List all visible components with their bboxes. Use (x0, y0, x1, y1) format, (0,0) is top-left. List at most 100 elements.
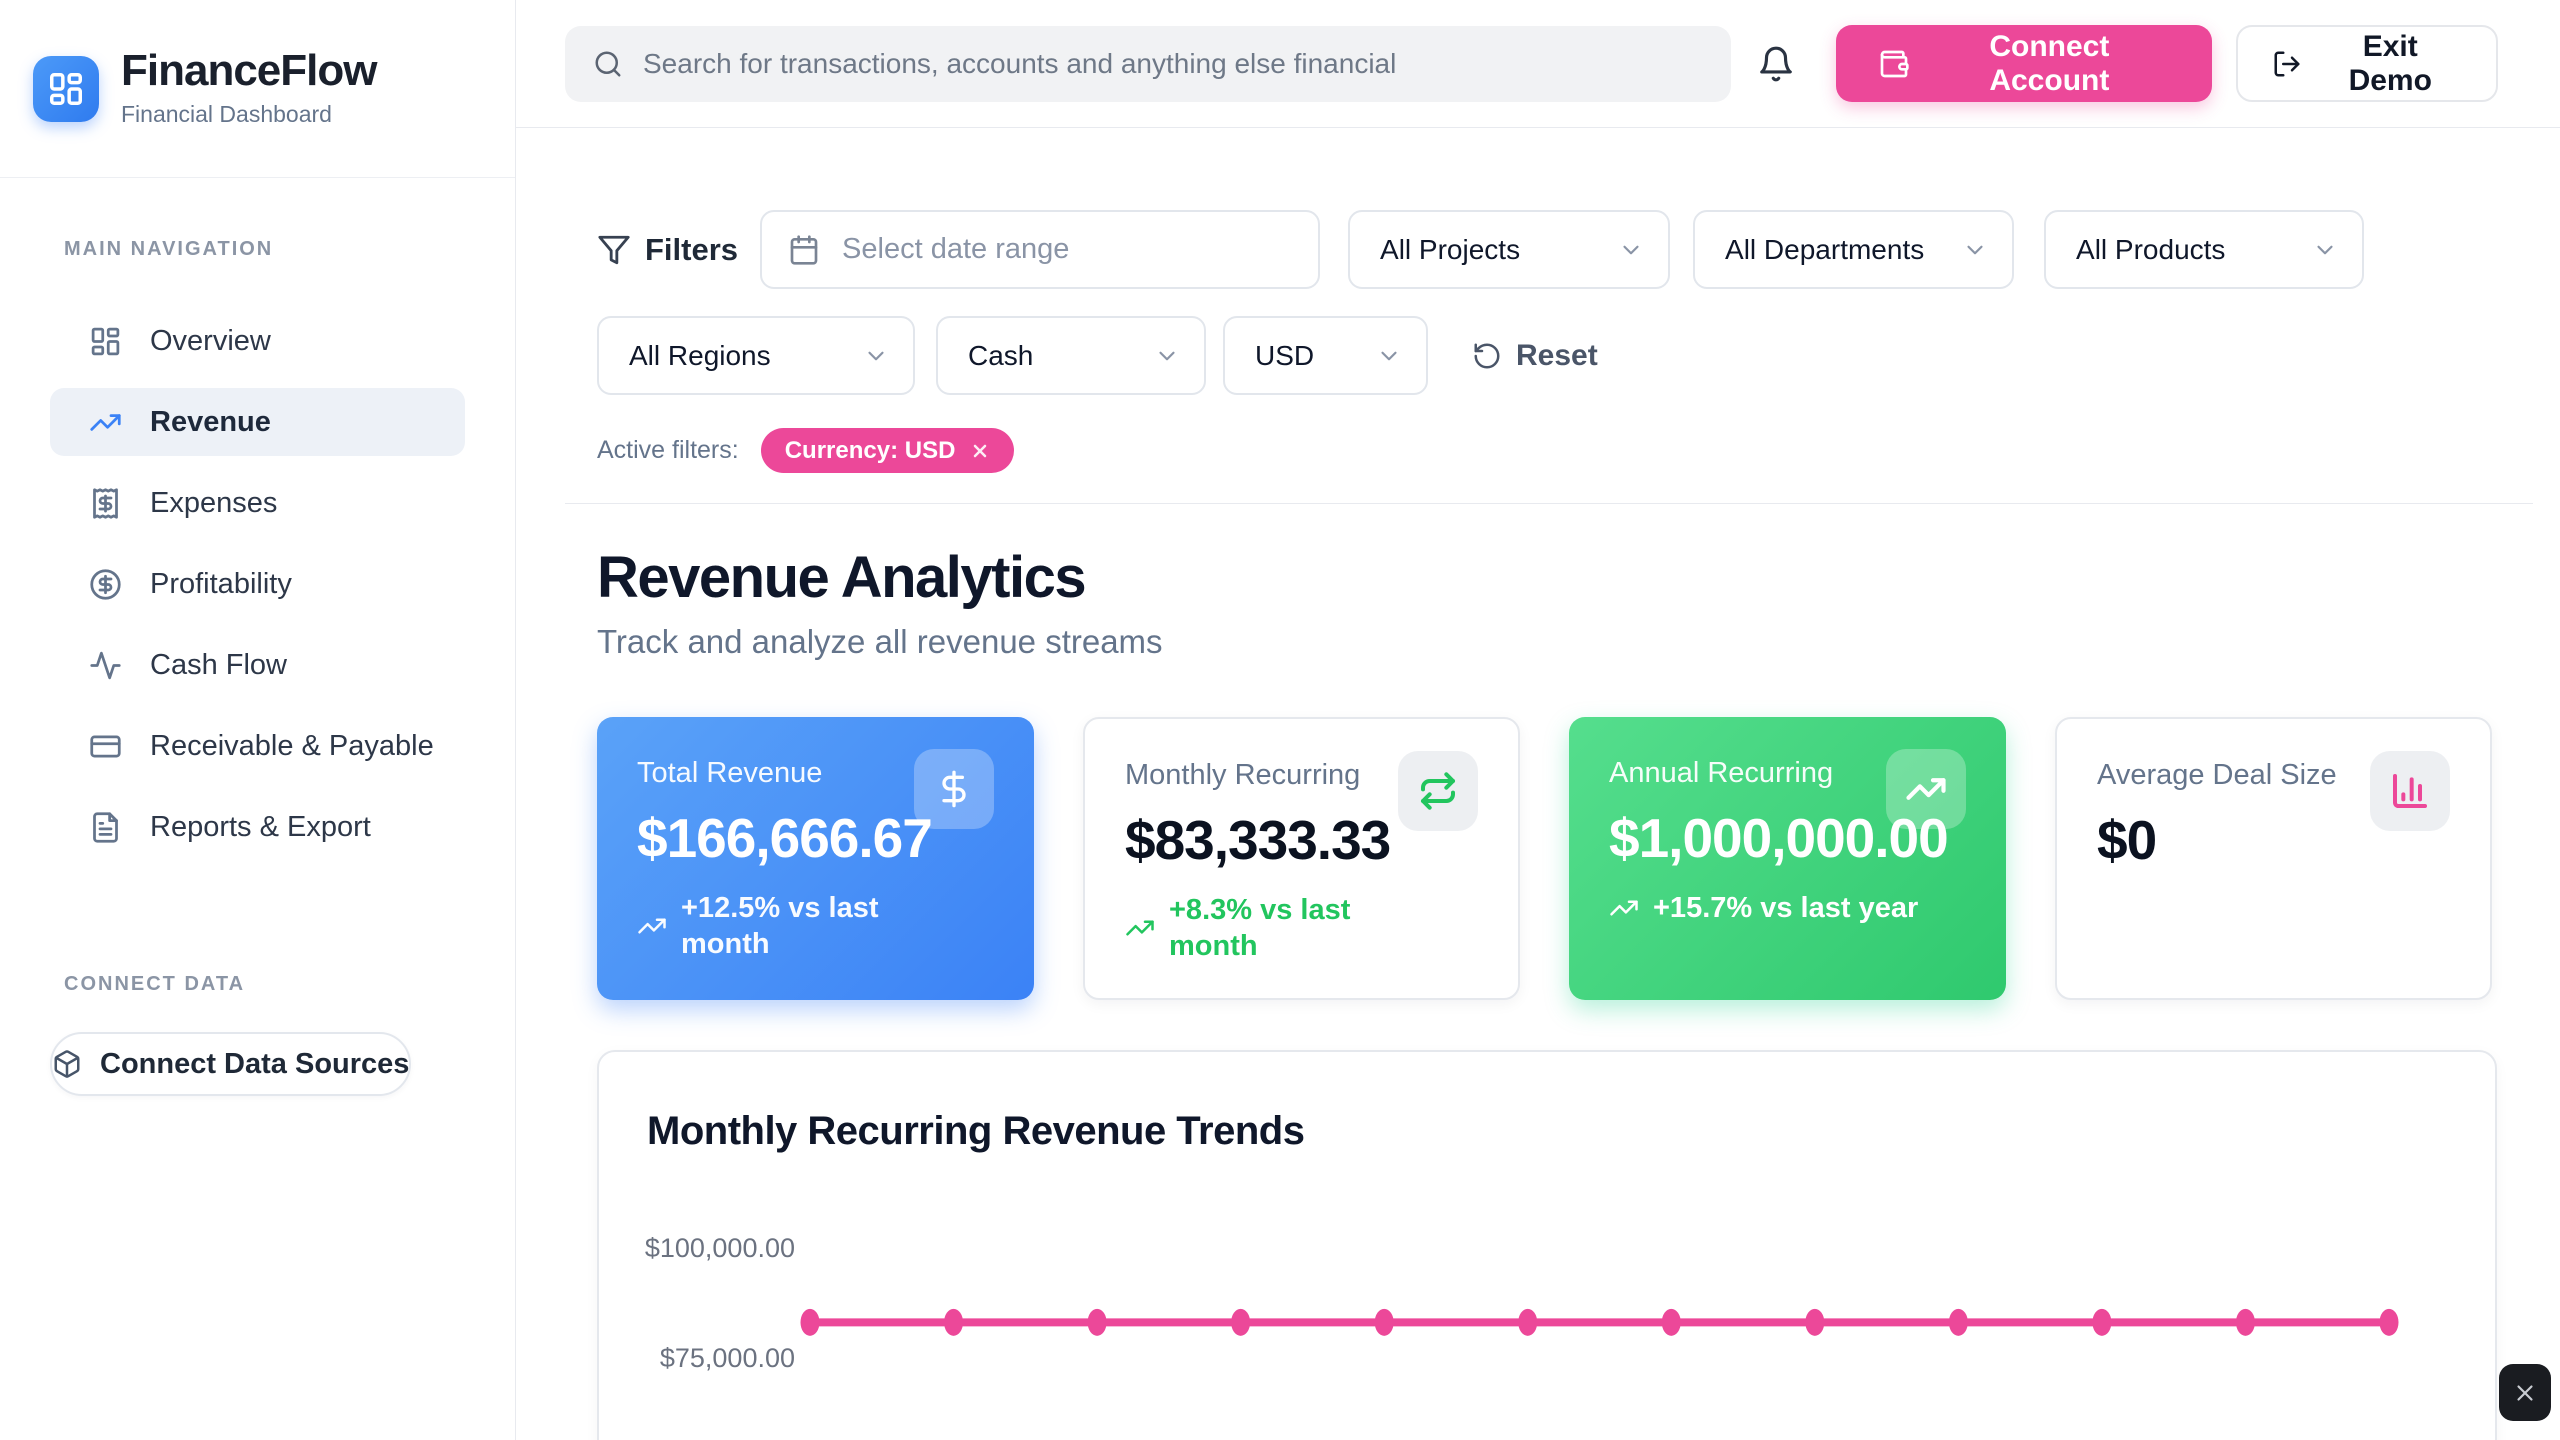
rotate-ccw-icon (1472, 341, 1502, 371)
metric-cards: Total Revenue $166,666.67 +12.5% vs last… (597, 717, 2497, 1000)
x-icon[interactable] (970, 441, 990, 461)
y-axis-tick-label: $100,000.00 (644, 1233, 795, 1263)
main-navigation: Overview Revenue Expenses Profitability … (0, 307, 515, 861)
sidebar-item-reports-export[interactable]: Reports & Export (50, 793, 465, 861)
data-point[interactable] (2379, 1308, 2399, 1336)
global-search[interactable] (565, 25, 1731, 102)
metric-trend-text: +15.7% vs last year (1653, 892, 1919, 924)
main-area: Connect Account Exit Demo Filters Select… (516, 0, 2560, 1440)
metric-card-average-deal-size: Average Deal Size $0 (2055, 717, 2492, 1000)
funnel-icon (597, 233, 631, 267)
filters-heading: Filters (597, 232, 738, 268)
sidebar-item-label: Revenue (150, 405, 271, 438)
projects-filter-value: All Projects (1380, 233, 1521, 265)
chart-title: Monthly Recurring Revenue Trends (647, 1109, 1305, 1153)
page-subtitle: Track and analyze all revenue streams (597, 623, 1163, 660)
mrr-line-chart (800, 1308, 2399, 1336)
departments-filter-value: All Departments (1725, 233, 1925, 265)
sidebar-item-profitability[interactable]: Profitability (50, 550, 465, 618)
data-point[interactable] (2235, 1308, 2255, 1336)
connect-data-sources-button[interactable]: Connect Data Sources (50, 1032, 412, 1096)
credit-card-icon (89, 730, 122, 763)
data-point[interactable] (800, 1308, 820, 1336)
brand-name: FinanceFlow (121, 46, 377, 95)
metric-icon-badge (914, 749, 994, 829)
active-filters-label: Active filters: (597, 436, 739, 464)
products-filter-select[interactable]: All Products (2044, 210, 2365, 289)
dashboard-grid-icon (89, 325, 122, 358)
data-point[interactable] (1661, 1308, 1681, 1336)
sidebar-item-overview[interactable]: Overview (50, 307, 465, 375)
y-axis-tick-label: $75,000.00 (659, 1343, 795, 1373)
notifications-button[interactable] (1756, 42, 1795, 86)
currency-filter-value: USD (1255, 339, 1315, 371)
metric-trend-text: +12.5% vs last month (681, 892, 879, 961)
filters-title: Filters (645, 231, 739, 267)
departments-filter-select[interactable]: All Departments (1693, 210, 2015, 289)
mrr-chart-plot: $100,000.00$75,000.00$50,000.00 (599, 1052, 2495, 1440)
active-filter-chip-currency[interactable]: Currency: USD (760, 428, 1015, 473)
date-range-placeholder: Select date range (842, 233, 1070, 265)
close-demo-button[interactable] (2499, 1364, 2551, 1421)
projects-filter-select[interactable]: All Projects (1348, 210, 1671, 289)
sidebar-item-label: Cash Flow (150, 648, 287, 681)
data-point[interactable] (944, 1308, 964, 1336)
package-icon (52, 1049, 82, 1079)
brand-text: FinanceFlow Financial Dashboard (121, 46, 377, 128)
trending-up-icon (1609, 893, 1639, 923)
sidebar-item-label: Profitability (150, 567, 292, 600)
cash-filter-value: Cash (968, 339, 1034, 371)
connect-account-button[interactable]: Connect Account (1836, 25, 2213, 102)
exit-demo-button[interactable]: Exit Demo (2236, 25, 2499, 102)
content: Filters Select date range All Projects A… (516, 128, 2560, 1440)
trending-up-icon (1125, 913, 1155, 943)
metric-trend-text: +8.3% vs last month (1169, 894, 1351, 963)
data-point[interactable] (1805, 1308, 1825, 1336)
sidebar-item-label: Receivable & Payable (150, 729, 434, 762)
log-out-icon (2272, 49, 2302, 79)
sidebar-item-cash-flow[interactable]: Cash Flow (50, 631, 465, 699)
regions-filter-select[interactable]: All Regions (597, 316, 915, 395)
metric-label: Monthly Recurring (1125, 759, 1361, 791)
bar-chart-icon (2393, 774, 2427, 808)
metric-trend: +12.5% vs last month (637, 890, 994, 963)
top-bar: Connect Account Exit Demo (516, 0, 2560, 128)
nav-section-label: MAIN NAVIGATION (64, 238, 274, 260)
reset-filters-button[interactable]: Reset (1472, 339, 1598, 373)
chevron-down-icon (1962, 237, 1988, 263)
cash-filter-select[interactable]: Cash (936, 316, 1206, 395)
sidebar-item-receivable-payable[interactable]: Receivable & Payable (50, 712, 465, 780)
sidebar: FinanceFlow Financial Dashboard MAIN NAV… (0, 0, 516, 1440)
sidebar-item-revenue[interactable]: Revenue (50, 388, 465, 456)
chevron-down-icon (1154, 343, 1180, 369)
metric-trend: +8.3% vs last month (1125, 892, 1478, 965)
metric-card-monthly-recurring: Monthly Recurring $83,333.33 +8.3% vs la… (1083, 717, 1520, 1000)
circle-dollar-icon (89, 568, 122, 601)
sidebar-item-expenses[interactable]: Expenses (50, 469, 465, 537)
active-filters-row: Active filters: Currency: USD (597, 428, 2497, 473)
metric-value: $83,333.33 (1125, 809, 1391, 871)
file-text-icon (89, 811, 122, 844)
metric-label: Average Deal Size (2097, 759, 2337, 791)
data-point[interactable] (1087, 1308, 1107, 1336)
currency-filter-select[interactable]: USD (1223, 316, 1428, 395)
chevron-down-icon (1618, 237, 1644, 263)
connect-section-label: CONNECT DATA (64, 973, 246, 995)
data-point[interactable] (1374, 1308, 1394, 1336)
dashboard-grid-icon (50, 72, 82, 105)
brand-tagline: Financial Dashboard (121, 101, 332, 127)
data-point[interactable] (1518, 1308, 1538, 1336)
data-point[interactable] (2092, 1308, 2112, 1336)
trending-up-icon (1906, 778, 1946, 800)
activity-icon (89, 649, 122, 682)
date-range-input[interactable]: Select date range (760, 210, 1321, 289)
search-input[interactable] (643, 47, 1731, 80)
data-point[interactable] (1231, 1308, 1251, 1336)
metric-card-annual-recurring: Annual Recurring $1,000,000.00 +15.7% vs… (1569, 717, 2006, 1000)
metric-label: Total Revenue (637, 757, 823, 789)
regions-filter-value: All Regions (629, 339, 771, 371)
chip-label: Currency: USD (784, 436, 956, 464)
brand-logo (33, 55, 99, 122)
dollar-sign-icon (942, 770, 966, 808)
data-point[interactable] (1948, 1308, 1968, 1336)
